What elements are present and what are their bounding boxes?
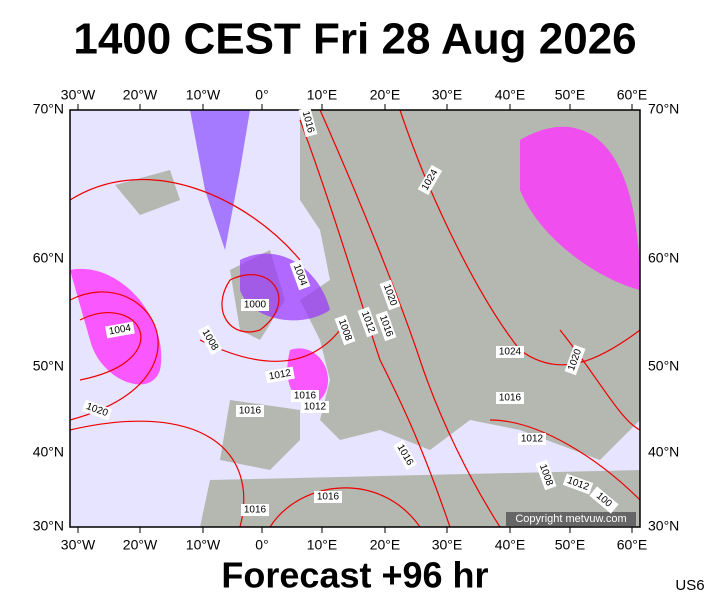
- isobar-label-text: 1016: [499, 393, 522, 404]
- isobar-label-text: 1000: [244, 300, 267, 311]
- precip-russia: [520, 126, 640, 290]
- lon-label: 0°: [255, 537, 268, 553]
- lon-label: 20°W: [123, 87, 158, 103]
- isobar-label-box: [564, 344, 586, 376]
- isobar-label-box: [298, 106, 318, 138]
- isobar-label-text: 1016: [317, 492, 340, 503]
- isobar-label-box: [301, 401, 329, 413]
- isobar-label-text: 1016: [294, 391, 317, 402]
- isobar-label-box: [392, 439, 418, 471]
- isobar-label-box: [379, 279, 401, 311]
- lon-label: 10°E: [307, 87, 338, 103]
- lon-label: 50°E: [555, 537, 586, 553]
- isobar-label-box: [289, 259, 311, 291]
- lon-label: 50°E: [555, 87, 586, 103]
- lon-label: 30°E: [432, 537, 463, 553]
- isobar-label-text: 1004: [108, 323, 132, 338]
- lat-label: 70°N: [33, 101, 64, 117]
- isobar-label-box: [518, 433, 546, 445]
- isobar-label-text: 1012: [268, 368, 292, 383]
- isobar-label-box: [589, 486, 619, 514]
- isobar-label-box: [241, 299, 269, 311]
- copyright-box: [506, 512, 636, 526]
- isobar-label-box: [314, 491, 342, 503]
- isobar-label: 1016: [241, 504, 269, 516]
- isobar-label-text: 1016: [239, 406, 262, 417]
- forecast-label: Forecast +96 hr: [221, 555, 488, 596]
- isobar-label-box: [375, 310, 397, 342]
- precip-north: [190, 110, 250, 250]
- isobar-label: 1016: [298, 106, 318, 138]
- lon-label: 30°W: [61, 537, 96, 553]
- title: 1400 CEST Fri 28 Aug 2026: [73, 15, 636, 64]
- map-frame: [69, 109, 641, 528]
- isobar-label: 1016: [236, 405, 264, 417]
- lon-label: 30°E: [432, 87, 463, 103]
- isobar-label-box: [197, 324, 223, 356]
- isobar-label-box: [417, 164, 443, 196]
- precip-france: [287, 348, 329, 403]
- lat-label: 30°N: [648, 518, 679, 534]
- isobar-label-box: [241, 504, 269, 516]
- lon-label: 30°W: [61, 87, 96, 103]
- isobar-label-box: [105, 321, 135, 339]
- isobar-label: 1012: [301, 401, 329, 413]
- isobar-label: 1016: [291, 390, 319, 402]
- isobar-label-box: [291, 390, 319, 402]
- isobar-label: 1004: [105, 321, 135, 339]
- isobar-label-text: 1024: [499, 347, 522, 358]
- lat-label: 60°N: [33, 250, 64, 266]
- lon-label: 10°E: [307, 537, 338, 553]
- isobar-label: 1016: [314, 491, 342, 503]
- lon-label: 10°W: [186, 87, 221, 103]
- copyright: Copyright metvuw.com: [515, 513, 626, 525]
- lon-label: 20°E: [370, 537, 401, 553]
- map-code: US6: [675, 577, 704, 594]
- lat-label: 60°N: [648, 250, 679, 266]
- isobar-label: 1000: [241, 299, 269, 311]
- lat-label: 40°N: [648, 444, 679, 460]
- isobar-label-box: [236, 405, 264, 417]
- isobar-label-box: [535, 459, 557, 491]
- isobar-label-text: 1016: [244, 505, 267, 516]
- lon-label: 40°E: [495, 537, 526, 553]
- isobar-label-box: [562, 473, 594, 495]
- land-iberia: [220, 400, 300, 470]
- lon-label: 0°: [255, 87, 268, 103]
- map-area: Copyright metvuw.com: [69, 109, 641, 528]
- isobar-label-box: [265, 366, 295, 384]
- isobar-label-box: [334, 314, 356, 346]
- isobar-label: 1016: [496, 392, 524, 404]
- lat-label: 70°N: [648, 101, 679, 117]
- isobar-label: 1012: [265, 366, 295, 384]
- isobar-label-text: 1012: [304, 402, 327, 413]
- lat-label: 30°N: [33, 518, 64, 534]
- lat-label: 40°N: [33, 444, 64, 460]
- isobar-label-box: [357, 306, 379, 338]
- lon-label: 60°E: [617, 87, 648, 103]
- isobar-label: 1024: [496, 346, 524, 358]
- lon-label: 20°E: [370, 87, 401, 103]
- lon-label: 10°W: [186, 537, 221, 553]
- lon-label: 40°E: [495, 87, 526, 103]
- lon-label: 20°W: [123, 537, 158, 553]
- isobar-label-text: 1012: [521, 434, 544, 445]
- isobar-label-box: [496, 346, 524, 358]
- isobar-label-box: [81, 399, 113, 421]
- lon-label: 60°E: [617, 537, 648, 553]
- lat-label: 50°N: [33, 358, 64, 374]
- isobar-label-box: [496, 392, 524, 404]
- isobar-label: 1012: [518, 433, 546, 445]
- lat-label: 50°N: [648, 358, 679, 374]
